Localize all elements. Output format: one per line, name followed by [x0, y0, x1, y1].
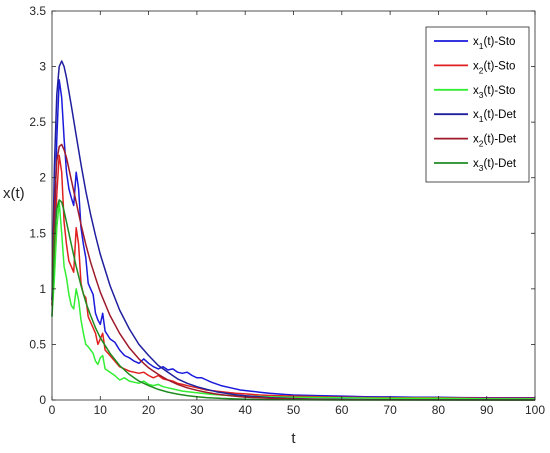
- x-tick-label: 50: [287, 403, 301, 417]
- legend-label-main: x: [473, 134, 479, 146]
- legend-label-subscript: 2: [479, 139, 484, 149]
- legend-label-rest: (t)-Sto: [483, 85, 515, 97]
- y-tick-label: 3.5: [29, 4, 46, 18]
- legend-label-rest: (t)-Det: [483, 109, 516, 121]
- x-tick-label: 0: [49, 403, 56, 417]
- y-tick-label: 2: [39, 171, 46, 185]
- legend: x1(t)-Stox2(t)-Stox3(t)-Stox1(t)-Detx2(t…: [425, 26, 530, 183]
- x-tick-label: 80: [432, 403, 446, 417]
- legend-label-main: x: [473, 85, 479, 97]
- y-tick-label: 0.5: [29, 337, 46, 351]
- legend-label-3: x3(t)-Sto: [473, 85, 515, 100]
- x-tick-label: 100: [525, 403, 545, 417]
- x-axis-label: t: [291, 430, 296, 447]
- y-tick-label: 1.5: [29, 226, 46, 240]
- y-tick-label: 3: [39, 60, 46, 74]
- x-tick-label: 40: [239, 403, 253, 417]
- series-line-6: [51, 199, 535, 401]
- x-tick-label: 90: [480, 403, 494, 417]
- legend-label-rest: (t)-Det: [483, 134, 516, 146]
- series-line-1: [51, 79, 535, 399]
- legend-label-subscript: 2: [479, 65, 484, 75]
- x-tick-label: 30: [190, 403, 204, 417]
- legend-label-main: x: [473, 109, 479, 121]
- legend-label-4: x1(t)-Det: [473, 109, 517, 124]
- legend-label-main: x: [473, 158, 479, 170]
- legend-label-subscript: 1: [479, 41, 484, 51]
- y-axis-label: x(t): [3, 185, 25, 202]
- series-layer: [51, 60, 536, 401]
- legend-label-5: x2(t)-Det: [473, 134, 517, 149]
- legend-label-rest: (t)-Det: [483, 158, 516, 170]
- series-line-2: [51, 154, 535, 400]
- x-tick-label: 60: [335, 403, 349, 417]
- legend-label-main: x: [473, 36, 479, 48]
- legend-label-6: x3(t)-Det: [473, 158, 517, 173]
- legend-label-1: x1(t)-Sto: [473, 36, 515, 51]
- legend-label-rest: (t)-Sto: [483, 36, 515, 48]
- legend-box: [425, 26, 530, 183]
- legend-label-2: x2(t)-Sto: [473, 60, 515, 75]
- legend-label-subscript: 1: [479, 114, 484, 124]
- legend-label-main: x: [473, 60, 479, 72]
- legend-label-subscript: 3: [479, 163, 484, 173]
- y-tick-label: 0: [39, 393, 46, 407]
- y-tick-label: 2.5: [29, 115, 46, 129]
- x-tick-label: 10: [94, 403, 108, 417]
- x-tick-label: 20: [142, 403, 156, 417]
- legend-label-rest: (t)-Sto: [483, 60, 515, 72]
- x-tick-label: 70: [383, 403, 397, 417]
- legend-label-subscript: 3: [479, 90, 484, 100]
- ticks-layer: 0 10 20 30 40 50 60 70 80 90 100 0 0.5 1 1.5 2 2.5 3 3.5: [29, 4, 545, 417]
- y-tick-label: 1: [39, 282, 46, 296]
